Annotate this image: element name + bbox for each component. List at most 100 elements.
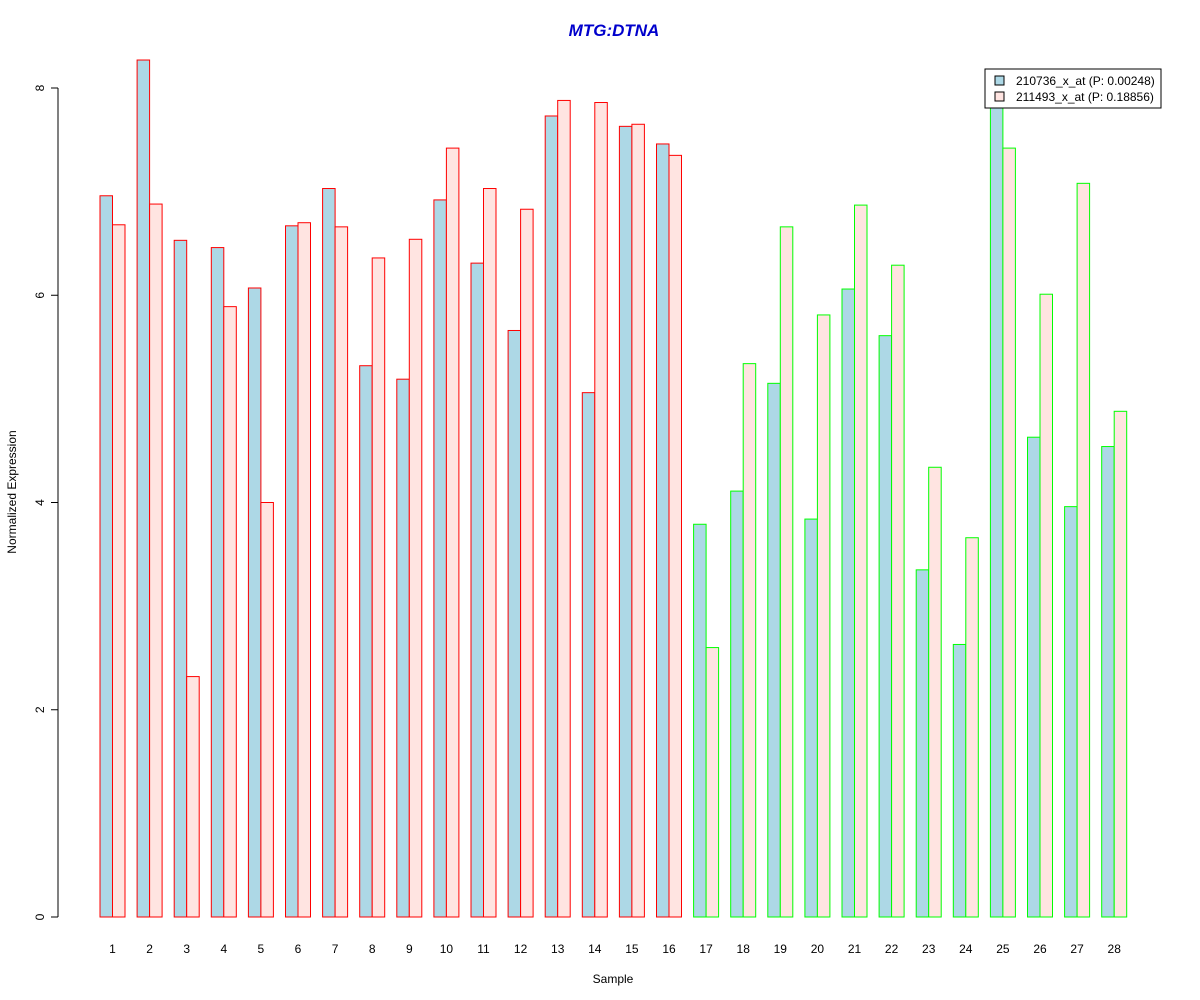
bar-sample-14-series-1 xyxy=(581,392,596,918)
bar-sample-22-series-2 xyxy=(891,264,905,918)
bar-sample-28-series-1 xyxy=(1101,446,1115,918)
bar-sample-19-series-2 xyxy=(779,226,794,918)
bar-sample-21-series-1 xyxy=(841,288,855,918)
x-tick-label: 22 xyxy=(885,942,899,956)
bar-sample-10-series-1 xyxy=(433,199,447,918)
bar-sample-7-series-1 xyxy=(322,188,336,918)
x-tick-label: 21 xyxy=(848,942,862,956)
x-tick-label: 4 xyxy=(220,942,227,956)
bar-sample-13-series-2 xyxy=(557,99,571,918)
x-tick-label: 16 xyxy=(662,942,676,956)
bar-sample-2-series-2 xyxy=(149,203,163,918)
y-tick-label: 8 xyxy=(33,84,47,91)
bar-sample-19-series-1 xyxy=(767,382,781,918)
bar-sample-13-series-1 xyxy=(544,115,559,918)
bar-sample-18-series-1 xyxy=(730,490,744,918)
x-tick-label: 5 xyxy=(258,942,265,956)
y-tick-label: 4 xyxy=(33,499,47,506)
x-tick-label: 26 xyxy=(1033,942,1047,956)
bar-sample-25-series-2 xyxy=(1002,147,1016,918)
bar-sample-20-series-1 xyxy=(804,518,818,918)
bar-sample-26-series-1 xyxy=(1027,436,1041,918)
bar-sample-1-series-2 xyxy=(112,224,126,918)
x-tick-label: 17 xyxy=(699,942,713,956)
x-tick-label: 7 xyxy=(332,942,339,956)
bar-sample-1-series-1 xyxy=(99,195,113,918)
legend-box xyxy=(984,68,1162,109)
bar-sample-24-series-2 xyxy=(965,537,979,918)
y-tick-label: 0 xyxy=(33,913,47,920)
bar-sample-16-series-1 xyxy=(656,143,670,918)
bar-sample-28-series-2 xyxy=(1113,410,1128,918)
x-tick-label: 9 xyxy=(406,942,413,956)
chart-title: MTG:DTNA xyxy=(569,21,660,40)
bar-sample-4-series-2 xyxy=(223,306,237,918)
bar-sample-27-series-2 xyxy=(1076,182,1091,918)
bar-sample-2-series-1 xyxy=(136,59,151,918)
x-tick-label: 13 xyxy=(551,942,565,956)
legend-swatch xyxy=(994,75,1005,86)
x-tick-label: 11 xyxy=(477,942,490,956)
bar-sample-5-series-1 xyxy=(247,287,262,918)
bars-group xyxy=(99,59,1128,918)
bar-sample-27-series-1 xyxy=(1064,506,1078,918)
x-tick-label: 25 xyxy=(996,942,1010,956)
legend-label: 211493_x_at (P: 0.18856) xyxy=(1016,90,1154,104)
x-tick-label: 24 xyxy=(959,942,973,956)
bar-sample-23-series-2 xyxy=(928,466,942,918)
x-tick-label: 27 xyxy=(1070,942,1084,956)
bar-sample-12-series-2 xyxy=(520,208,534,918)
x-tick-label: 20 xyxy=(811,942,825,956)
bar-sample-26-series-2 xyxy=(1039,293,1053,918)
bar-sample-6-series-1 xyxy=(285,225,299,918)
x-tick-label: 15 xyxy=(625,942,639,956)
bar-sample-8-series-2 xyxy=(371,257,386,918)
bar-sample-17-series-2 xyxy=(705,647,720,918)
bar-sample-7-series-2 xyxy=(334,226,349,918)
bar-sample-25-series-1 xyxy=(989,89,1004,918)
bar-sample-21-series-2 xyxy=(854,204,868,918)
bar-sample-4-series-1 xyxy=(210,247,225,918)
y-axis-label: Normalized Expression xyxy=(5,430,19,553)
bar-sample-23-series-1 xyxy=(915,569,930,918)
bar-sample-9-series-2 xyxy=(408,238,423,918)
bar-sample-17-series-1 xyxy=(693,523,707,918)
bar-sample-11-series-2 xyxy=(483,188,497,918)
x-tick-label: 1 xyxy=(109,942,116,956)
bar-sample-12-series-1 xyxy=(507,329,522,918)
legend-label: 210736_x_at (P: 0.00248) xyxy=(1016,74,1155,88)
x-tick-label: 18 xyxy=(737,942,751,956)
x-tick-label: 2 xyxy=(146,942,153,956)
x-tick-label: 28 xyxy=(1108,942,1122,956)
x-tick-label: 3 xyxy=(183,942,190,956)
bar-sample-18-series-2 xyxy=(742,363,757,918)
bar-sample-5-series-2 xyxy=(260,502,274,918)
x-tick-label: 8 xyxy=(369,942,376,956)
bar-sample-3-series-2 xyxy=(186,676,200,918)
bar-sample-20-series-2 xyxy=(816,314,831,918)
x-tick-label: 19 xyxy=(774,942,788,956)
x-tick-label: 10 xyxy=(440,942,454,956)
legend-swatch xyxy=(994,91,1005,102)
bar-sample-8-series-1 xyxy=(359,365,373,918)
y-axis: 0 2 4 6 8 xyxy=(33,84,59,920)
bar-sample-15-series-1 xyxy=(618,125,633,918)
y-tick-label: 2 xyxy=(33,706,47,713)
x-tick-label: 6 xyxy=(295,942,302,956)
bar-sample-10-series-2 xyxy=(445,147,460,918)
bar-sample-22-series-1 xyxy=(878,335,893,918)
x-tick-label: 14 xyxy=(588,942,602,956)
bar-sample-24-series-1 xyxy=(952,643,967,918)
x-tick-label: 12 xyxy=(514,942,528,956)
bar-sample-15-series-2 xyxy=(631,123,645,918)
y-tick-label: 6 xyxy=(33,292,47,299)
x-axis-label: Sample xyxy=(593,972,634,986)
bar-sample-6-series-2 xyxy=(297,222,311,918)
bar-sample-16-series-2 xyxy=(668,154,682,918)
x-axis-ticks: 1 2 3 4 5 6 7 8 9 10 11 12 13 14 15 16 17 18 19 20 21 22 23 24 2… xyxy=(109,942,1121,956)
x-tick-label: 23 xyxy=(922,942,936,956)
bar-sample-3-series-1 xyxy=(173,239,188,918)
bar-sample-11-series-1 xyxy=(470,262,484,918)
bar-sample-14-series-2 xyxy=(594,102,608,918)
